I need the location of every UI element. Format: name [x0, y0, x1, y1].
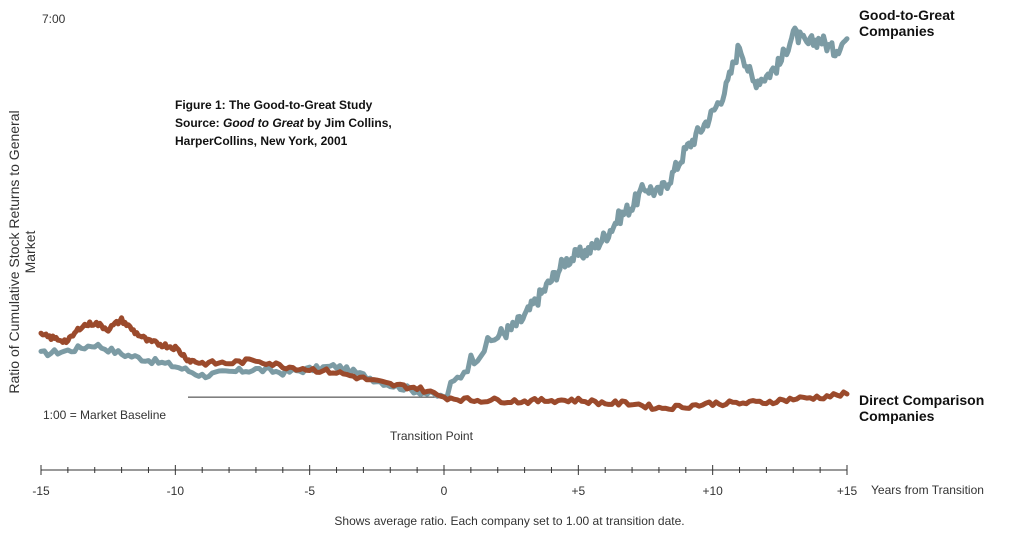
series-label-good-to-great-line2: Companies	[859, 23, 935, 39]
x-tick-label: -10	[167, 484, 185, 498]
figure-note-publisher: HarperCollins, New York, 2001	[175, 134, 348, 148]
transition-point-label: Transition Point	[390, 429, 473, 443]
x-axis-unit-label: Years from Transition	[871, 483, 984, 497]
series-line-good-to-great	[38, 25, 850, 400]
figure-note-source-prefix: Source:	[175, 116, 224, 130]
series-line-direct-comparison	[38, 315, 850, 413]
figure-note-source: Source: Good to Great by Jim Collins,	[175, 114, 392, 132]
chart-caption: Shows average ratio. Each company set to…	[334, 514, 685, 528]
x-tick-label: -15	[32, 484, 50, 498]
baseline-label: 1:00 = Market Baseline	[43, 408, 167, 422]
figure-note-source-author: by Jim Collins,	[303, 116, 392, 130]
y-top-tick-label: 7:00	[42, 12, 66, 26]
series-label-good-to-great-line1: Good-to-Great	[859, 7, 955, 23]
x-tick-label: +15	[837, 484, 858, 498]
figure-note: Figure 1: The Good-to-Great Study Source…	[175, 96, 392, 150]
series-label-good-to-great: Good-to-Great Companies	[859, 7, 955, 39]
series-label-direct-comparison: Direct Comparison Companies	[859, 392, 984, 424]
x-tick-label: +5	[571, 484, 585, 498]
x-tick-label: +10	[702, 484, 723, 498]
figure-note-book-title: Good to Great	[223, 116, 304, 130]
x-tick-label: -5	[304, 484, 315, 498]
figure-note-title: Figure 1: The Good-to-Great Study	[175, 98, 373, 112]
y-axis-label: Ratio of Cumulative Stock Returns to Gen…	[6, 110, 38, 394]
x-tick-label: 0	[441, 484, 448, 498]
series-label-direct-comparison-line2: Companies	[859, 408, 935, 424]
series-label-direct-comparison-line1: Direct Comparison	[859, 392, 985, 408]
